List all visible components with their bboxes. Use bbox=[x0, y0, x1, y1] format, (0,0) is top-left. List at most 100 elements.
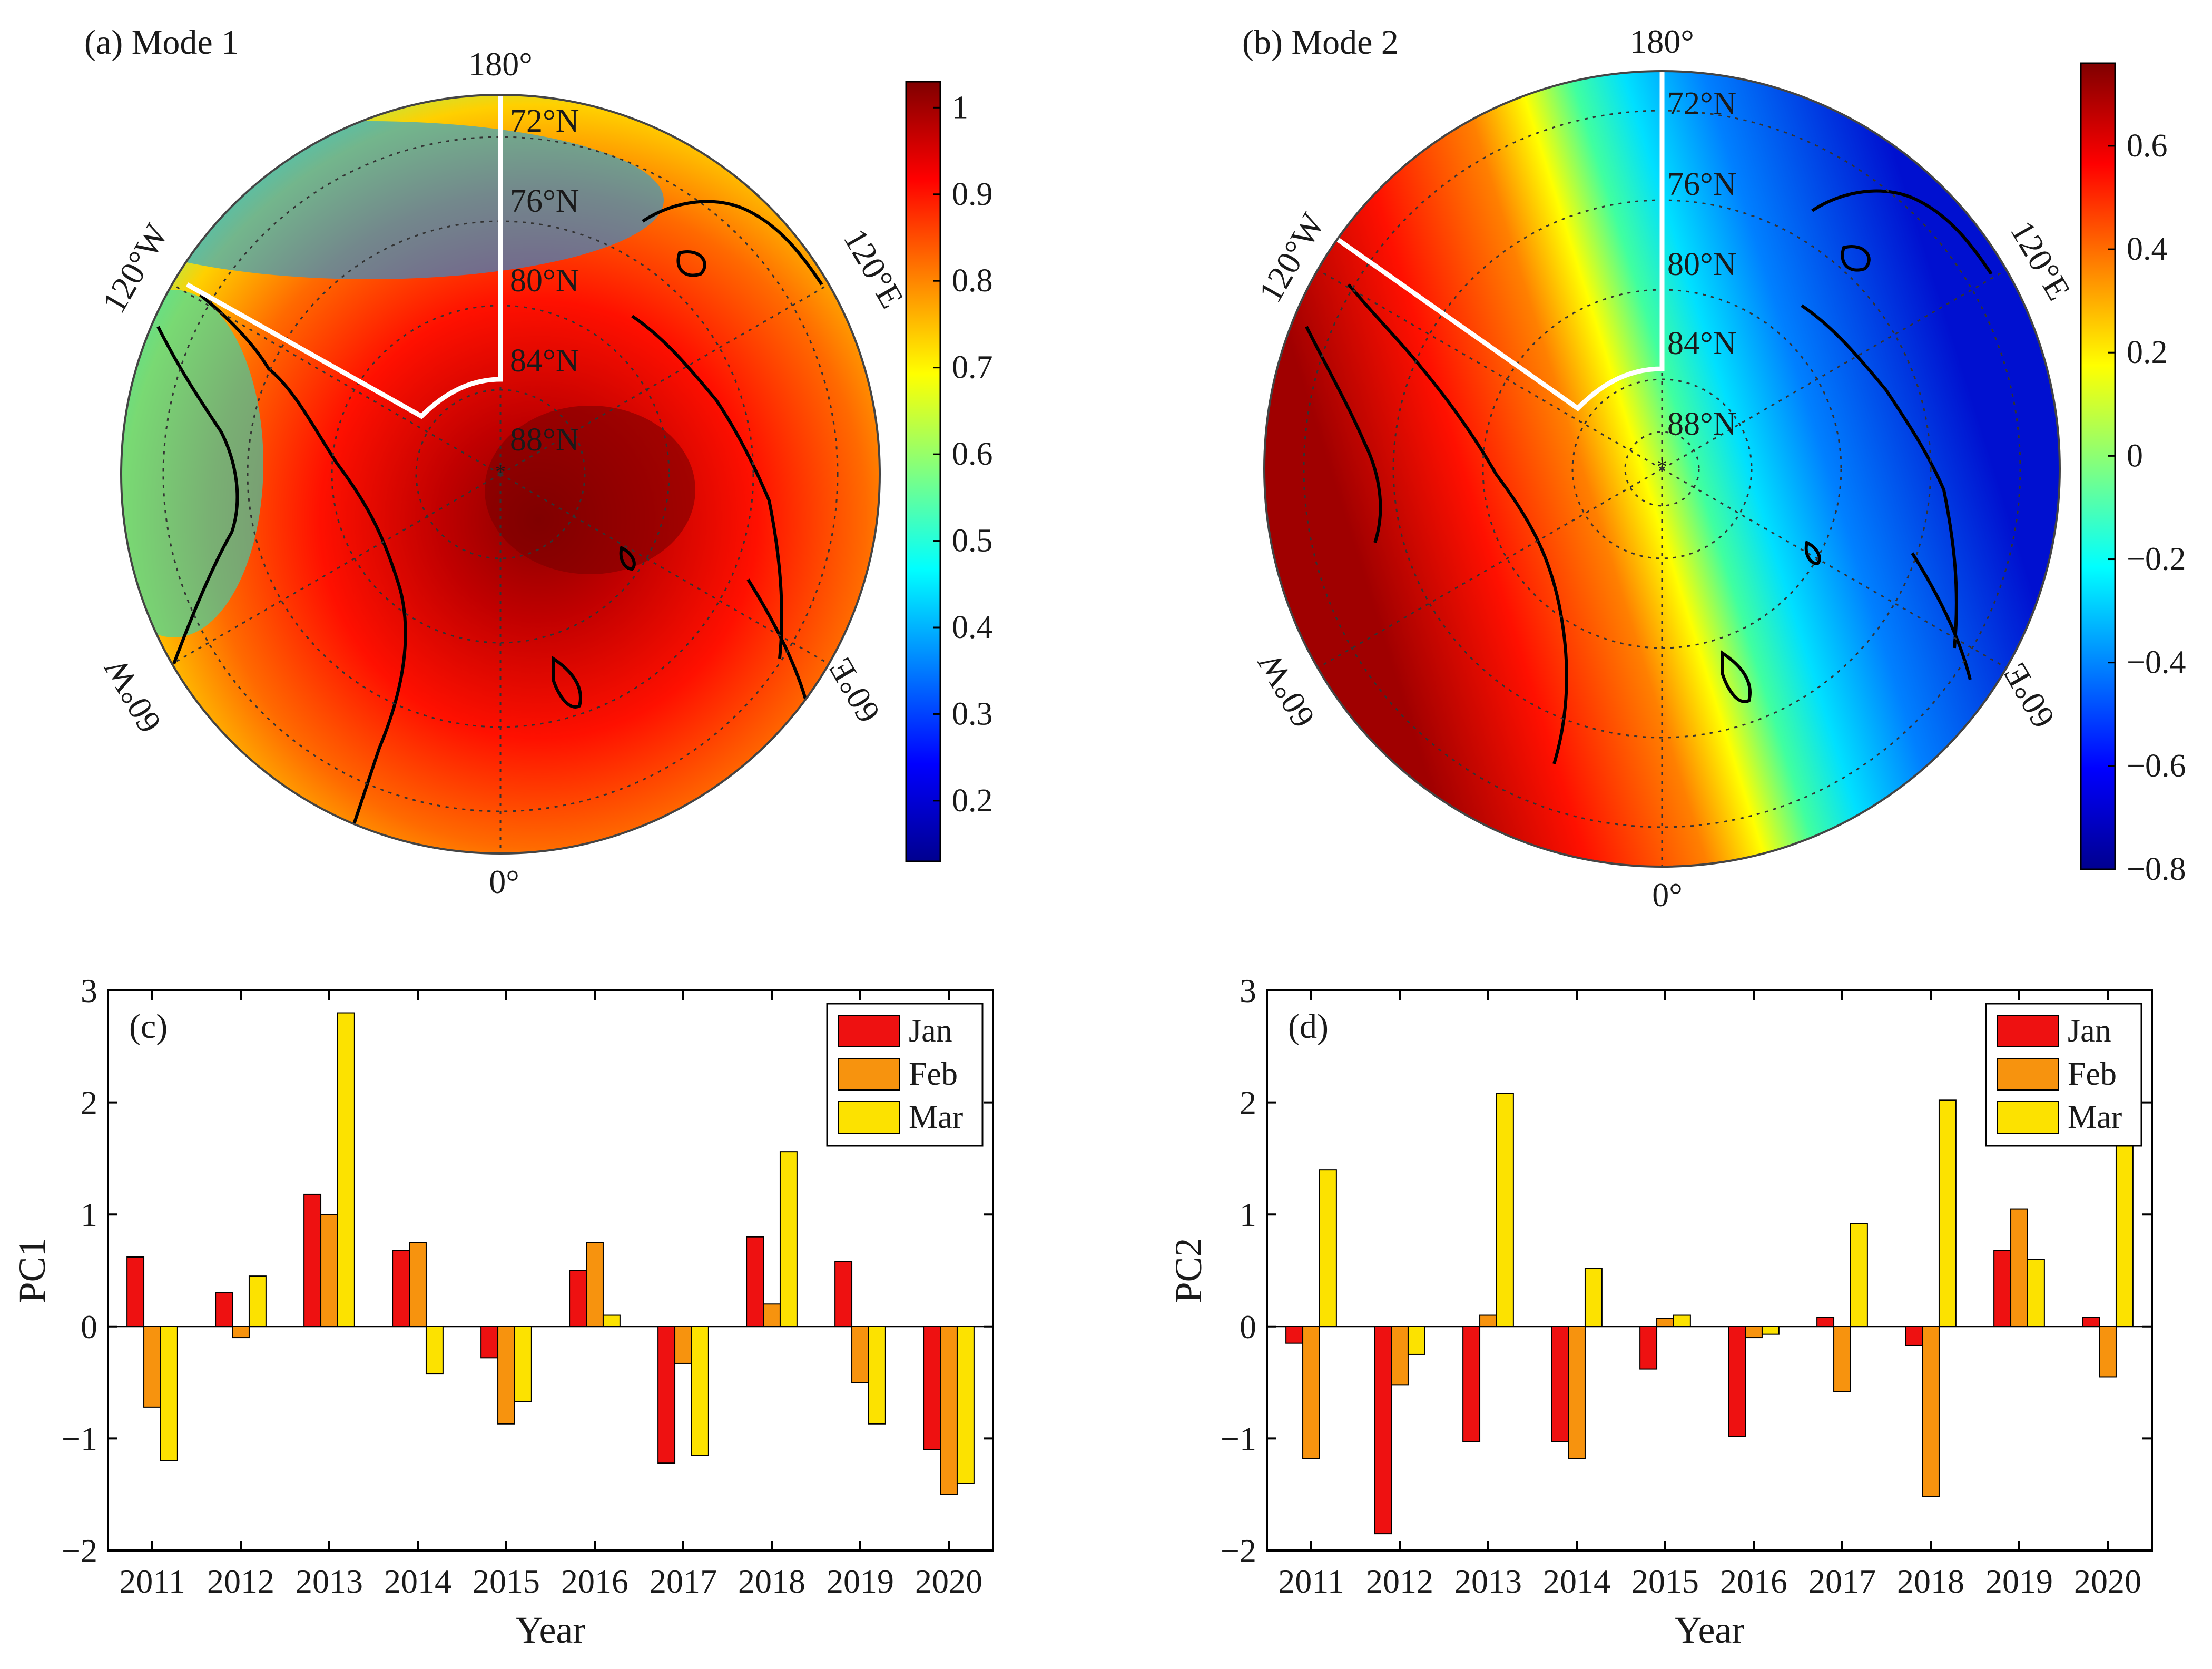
bar-feb-2014 bbox=[409, 1242, 427, 1327]
legend-label-feb: Feb bbox=[909, 1056, 958, 1092]
colorbar-b: 0.6 0.4 0.2 0 −0.2 −0.4 −0.6 −0.8 bbox=[2080, 62, 2186, 887]
bar-mar-2015 bbox=[514, 1326, 532, 1402]
map-a-lon-180: 180° bbox=[468, 45, 533, 83]
bar-feb-2016 bbox=[586, 1242, 604, 1327]
bar-mar-2019 bbox=[868, 1326, 886, 1425]
bar-feb-2014 bbox=[1568, 1326, 1586, 1459]
x-tick-label: 2016 bbox=[561, 1563, 628, 1600]
legend: Jan Feb Mar bbox=[826, 1003, 984, 1147]
map-a-lat-label: 84°N bbox=[510, 343, 579, 379]
y-tick-label: 2 bbox=[1240, 1084, 1256, 1122]
x-tick-label: 2014 bbox=[384, 1563, 451, 1600]
bar-feb-2013 bbox=[1479, 1314, 1497, 1327]
bar-jan-2016 bbox=[1728, 1326, 1746, 1437]
bar-mar-2014 bbox=[1584, 1268, 1603, 1327]
bar-mar-2016 bbox=[1761, 1326, 1780, 1335]
bar-mar-2017 bbox=[691, 1326, 709, 1456]
bar-jan-2015 bbox=[480, 1326, 499, 1359]
colorbar-tick-label: 0.5 bbox=[952, 523, 993, 559]
colorbar-tick-label: 0.3 bbox=[952, 696, 993, 732]
bar-mar-2018 bbox=[1938, 1099, 1957, 1327]
colorbar-tick-label: −0.2 bbox=[2127, 542, 2186, 577]
legend-label-mar: Mar bbox=[2068, 1099, 2122, 1135]
legend-label-jan: Jan bbox=[909, 1013, 952, 1049]
legend-label-feb: Feb bbox=[2068, 1056, 2117, 1092]
panel-a-label: (a) Mode 1 bbox=[84, 23, 239, 62]
x-tick-label: 2020 bbox=[915, 1563, 982, 1600]
plot-frame bbox=[1266, 989, 2153, 1552]
colorbar-tick-label: 0.4 bbox=[2127, 231, 2168, 267]
bar-feb-2020 bbox=[940, 1326, 958, 1495]
bar-feb-2012 bbox=[232, 1326, 250, 1339]
map-b-lat-label: 80°N bbox=[1667, 247, 1737, 282]
bar-mar-2013 bbox=[1496, 1093, 1514, 1327]
map-a-lon-120e: 120°E bbox=[837, 222, 911, 315]
colorbar-a: 1 0.9 0.8 0.7 0.6 0.5 0.4 0.3 0.2 bbox=[905, 81, 993, 862]
y-axis-label: PC2 bbox=[1167, 1238, 1210, 1303]
map-b-coastlines bbox=[1305, 189, 1993, 764]
y-tick-label: 1 bbox=[81, 1196, 97, 1233]
colorbar-tick-label: 0.2 bbox=[952, 783, 993, 819]
map-a-lat-label: 72°N bbox=[510, 103, 579, 139]
bar-jan-2011 bbox=[1285, 1326, 1304, 1344]
colorbar-tick-label: −0.8 bbox=[2127, 851, 2186, 887]
bar-jan-2013 bbox=[1462, 1326, 1481, 1442]
colorbar-tick-label: 1 bbox=[952, 90, 968, 125]
svg-text:*: * bbox=[495, 460, 506, 484]
x-tick-label: 2011 bbox=[119, 1563, 185, 1600]
x-tick-label: 2019 bbox=[827, 1563, 894, 1600]
x-tick-label: 2011 bbox=[1278, 1563, 1344, 1600]
panel-label: (c) bbox=[129, 1007, 168, 1046]
bar-mar-2011 bbox=[1319, 1169, 1337, 1327]
bar-jan-2018 bbox=[1905, 1326, 1923, 1346]
legend: Jan Feb Mar bbox=[1985, 1003, 2142, 1147]
bar-jan-2015 bbox=[1639, 1326, 1658, 1370]
map-a-lon-0: 0° bbox=[489, 863, 519, 900]
map-a-lon-60e: 60°E bbox=[821, 652, 887, 729]
x-axis-label: Year bbox=[516, 1609, 586, 1651]
y-tick-label: 2 bbox=[81, 1084, 97, 1122]
bar-jan-2017 bbox=[657, 1326, 676, 1464]
bar-jan-2018 bbox=[746, 1236, 764, 1327]
y-tick-label: 0 bbox=[81, 1308, 97, 1346]
map-b-lon-60w: 60°W bbox=[1250, 647, 1322, 734]
x-tick-label: 2019 bbox=[1985, 1563, 2053, 1600]
bar-jan-2013 bbox=[303, 1193, 322, 1327]
colorbar-tick-label: 0.6 bbox=[2127, 128, 2168, 164]
bar-feb-2017 bbox=[674, 1326, 692, 1364]
colorbar-tick-label: 0.8 bbox=[952, 263, 993, 299]
legend-swatch-jan bbox=[838, 1015, 900, 1047]
x-tick-label: 2016 bbox=[1720, 1563, 1787, 1600]
bar-mar-2012 bbox=[1407, 1326, 1425, 1355]
y-axis-label: PC1 bbox=[11, 1238, 53, 1303]
map-b: (b) Mode 2 * bbox=[1242, 23, 2078, 914]
y-tick-label: 0 bbox=[1240, 1308, 1256, 1346]
colorbar-tick-label: 0.2 bbox=[2127, 335, 2168, 370]
bar-jan-2019 bbox=[1993, 1250, 2012, 1327]
bar-feb-2017 bbox=[1833, 1326, 1851, 1392]
bar-mar-2017 bbox=[1850, 1223, 1868, 1327]
x-axis-label: Year bbox=[1675, 1609, 1745, 1651]
y-tick-label: 1 bbox=[1240, 1196, 1256, 1233]
bar-feb-2013 bbox=[320, 1214, 338, 1327]
x-tick-label: 2018 bbox=[738, 1563, 805, 1600]
map-a: (a) Mode 1 bbox=[84, 23, 911, 900]
legend-swatch-mar bbox=[838, 1101, 900, 1134]
y-tick-label: −1 bbox=[62, 1420, 97, 1457]
colorbar-tick-label: 0.9 bbox=[952, 176, 993, 212]
bar-jan-2019 bbox=[834, 1261, 853, 1327]
bar-feb-2020 bbox=[2099, 1326, 2117, 1378]
x-tick-label: 2017 bbox=[650, 1563, 717, 1600]
map-a-lat-label: 76°N bbox=[510, 183, 579, 219]
x-tick-label: 2012 bbox=[1366, 1563, 1433, 1600]
bar-mar-2018 bbox=[779, 1151, 798, 1327]
legend-swatch-feb bbox=[1997, 1058, 2059, 1091]
bar-jan-2014 bbox=[392, 1250, 410, 1327]
bar-jan-2012 bbox=[215, 1292, 233, 1327]
y-tick-label: 3 bbox=[81, 972, 97, 1009]
bar-mar-2013 bbox=[337, 1012, 355, 1327]
map-b-lon-0: 0° bbox=[1652, 876, 1683, 914]
panel-b-label: (b) Mode 2 bbox=[1242, 23, 1399, 62]
x-tick-label: 2013 bbox=[296, 1563, 363, 1600]
